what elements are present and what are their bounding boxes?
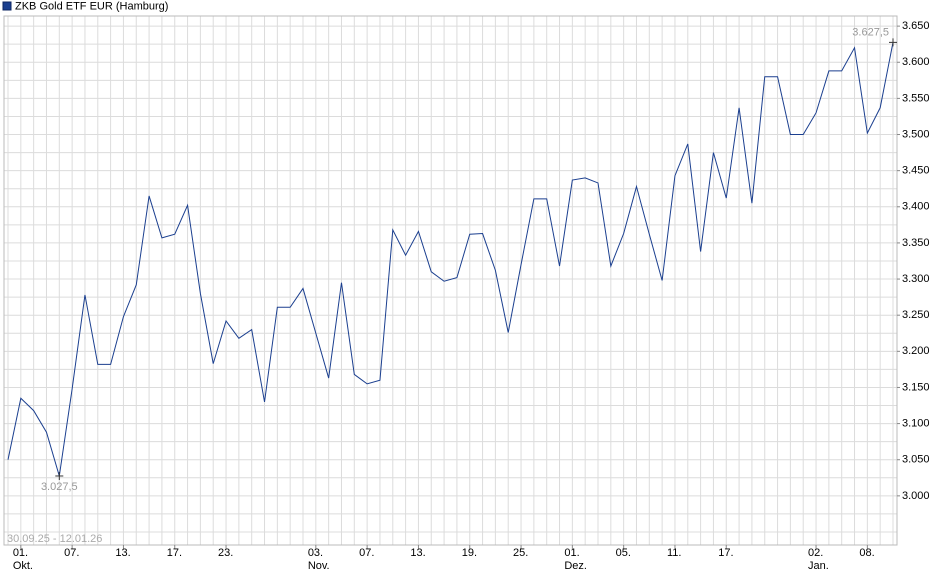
- y-tick-label: 3.550: [902, 92, 930, 104]
- y-tick-label: 3.000: [902, 490, 930, 502]
- x-tick-label: 17.: [718, 547, 733, 559]
- y-tick-label: 3.050: [902, 454, 930, 466]
- x-tick-label: 08.: [859, 547, 874, 559]
- x-tick-label: 01.: [13, 547, 28, 559]
- y-tick-label: 3.600: [902, 56, 930, 68]
- x-tick-label: 11.: [667, 547, 681, 559]
- x-tick-label: 13.: [410, 547, 425, 559]
- month-label: Dez.: [564, 560, 587, 572]
- y-tick-label: 3.150: [902, 381, 930, 393]
- month-label: Jan.: [808, 560, 829, 572]
- x-tick-label: 05.: [616, 547, 631, 559]
- x-tick-label: 17.: [167, 547, 182, 559]
- price-line: [7, 42, 894, 477]
- x-tick-label: 07.: [359, 547, 374, 559]
- x-tick-label: 23.: [218, 547, 233, 559]
- legend-swatch: [2, 1, 12, 11]
- month-label: Nov.: [308, 560, 330, 572]
- y-tick-label: 3.300: [902, 273, 930, 285]
- x-tick-label: 02.: [808, 547, 823, 559]
- month-label: Okt.: [13, 560, 33, 572]
- y-tick-label: 3.500: [902, 128, 930, 140]
- plot-frame: [3, 15, 898, 546]
- x-tick-label: 25.: [513, 547, 528, 559]
- y-tick-label: 3.650: [902, 20, 930, 32]
- grid: [4, 16, 897, 545]
- y-tick-label: 3.450: [902, 165, 930, 177]
- y-tick-label: 3.350: [902, 237, 930, 249]
- x-tick-label: 03.: [308, 547, 323, 559]
- date-range: 30.09.25 - 12.01.26: [7, 533, 102, 545]
- y-tick-label: 3.250: [902, 309, 930, 321]
- y-tick-label: 3.200: [902, 345, 930, 357]
- x-tick-label: 13.: [115, 547, 130, 559]
- x-tick-label: 01.: [564, 547, 579, 559]
- value-label: 3.027,5: [41, 481, 78, 493]
- y-tick-label: 3.100: [902, 417, 930, 429]
- value-label: 3.627,5: [852, 26, 889, 38]
- legend-label: ZKB Gold ETF EUR (Hamburg): [15, 0, 168, 12]
- x-tick-label: 19.: [462, 547, 477, 559]
- x-tick-label: 07.: [64, 547, 79, 559]
- y-tick-label: 3.400: [902, 201, 930, 213]
